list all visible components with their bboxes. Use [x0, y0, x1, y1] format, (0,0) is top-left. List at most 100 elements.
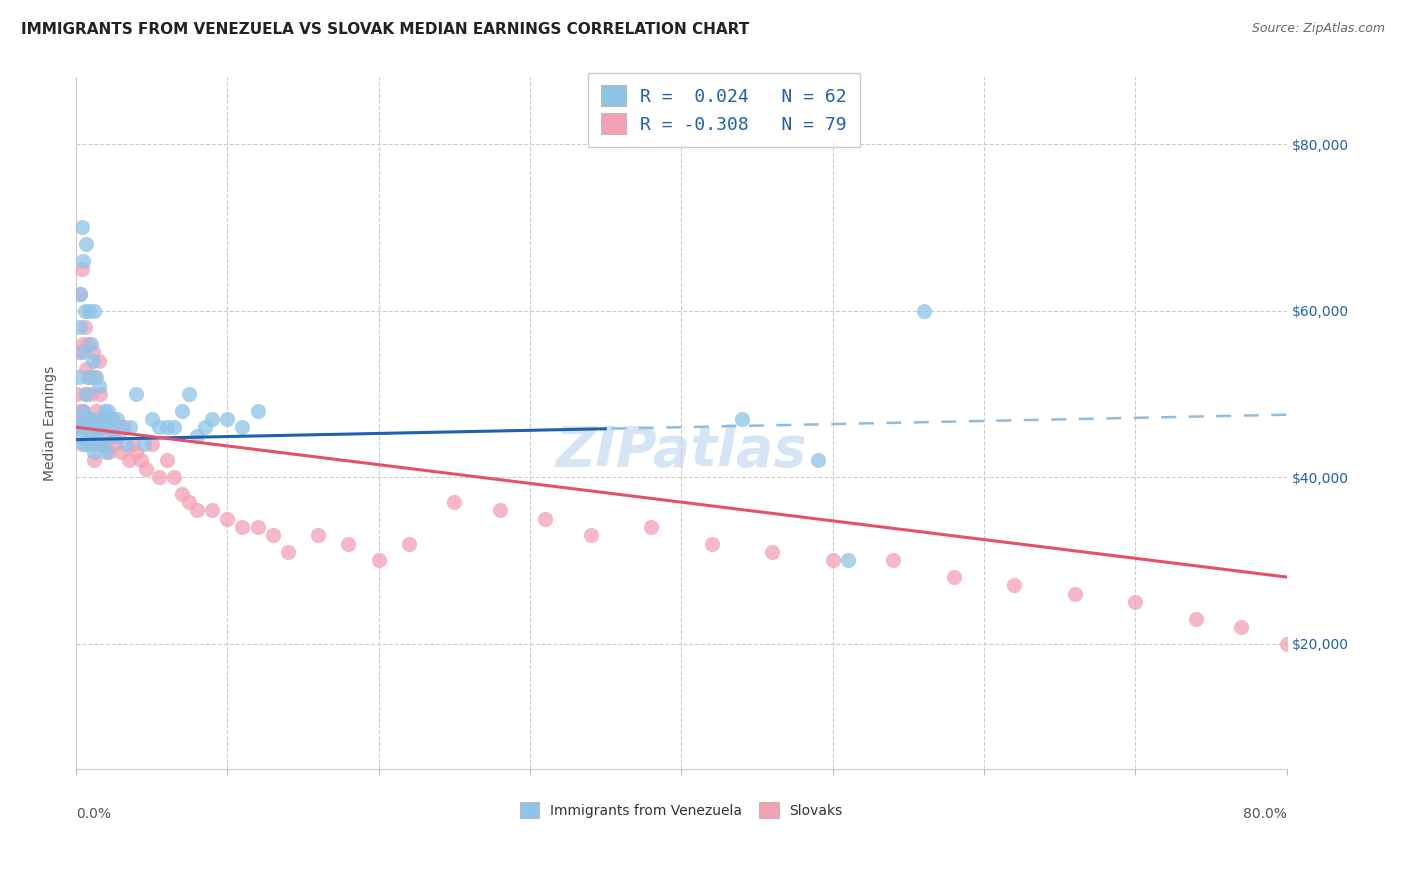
Point	[134, 462, 156, 476]
Point	[69, 403, 91, 417]
Point	[579, 528, 602, 542]
Point	[118, 453, 141, 467]
Point	[98, 445, 121, 459]
Point	[1185, 612, 1208, 626]
Point	[90, 420, 112, 434]
Point	[94, 428, 117, 442]
Point	[98, 420, 121, 434]
Point	[67, 420, 90, 434]
Point	[83, 453, 105, 467]
Point	[79, 370, 101, 384]
Point	[67, 370, 90, 384]
Point	[837, 553, 859, 567]
Point	[77, 428, 100, 442]
Point	[73, 437, 96, 451]
Point	[806, 453, 828, 467]
Point	[83, 303, 105, 318]
Point	[1275, 637, 1298, 651]
Point	[1002, 578, 1025, 592]
Point	[731, 412, 754, 426]
Point	[84, 370, 107, 384]
Point	[132, 437, 155, 451]
Point	[110, 420, 132, 434]
Point	[84, 403, 107, 417]
Point	[86, 420, 108, 434]
Point	[80, 337, 103, 351]
Point	[156, 453, 179, 467]
Point	[120, 420, 142, 434]
Point	[89, 387, 111, 401]
Point	[101, 412, 124, 426]
Point	[443, 495, 465, 509]
Text: 0.0%: 0.0%	[76, 806, 111, 821]
Point	[231, 420, 253, 434]
Point	[82, 345, 104, 359]
Point	[97, 420, 120, 434]
Point	[337, 537, 360, 551]
Point	[66, 387, 89, 401]
Text: Source: ZipAtlas.com: Source: ZipAtlas.com	[1251, 22, 1385, 36]
Point	[231, 520, 253, 534]
Point	[82, 420, 104, 434]
Point	[105, 412, 128, 426]
Text: IMMIGRANTS FROM VENEZUELA VS SLOVAK MEDIAN EARNINGS CORRELATION CHART: IMMIGRANTS FROM VENEZUELA VS SLOVAK MEDI…	[21, 22, 749, 37]
Point	[942, 570, 965, 584]
Point	[148, 470, 170, 484]
Point	[307, 528, 329, 542]
Point	[87, 353, 110, 368]
Point	[122, 437, 145, 451]
Point	[72, 337, 94, 351]
Point	[94, 445, 117, 459]
Point	[129, 453, 152, 467]
Point	[75, 387, 97, 401]
Point	[87, 437, 110, 451]
Point	[125, 445, 148, 459]
Point	[77, 370, 100, 384]
Point	[179, 387, 201, 401]
Point	[163, 470, 186, 484]
Point	[262, 528, 284, 542]
Point	[104, 437, 127, 451]
Point	[125, 387, 148, 401]
Point	[73, 420, 96, 434]
Point	[277, 545, 299, 559]
Point	[217, 412, 239, 426]
Point	[83, 445, 105, 459]
Point	[87, 378, 110, 392]
Point	[1125, 595, 1147, 609]
Point	[186, 428, 208, 442]
Point	[72, 345, 94, 359]
Text: 80.0%: 80.0%	[1243, 806, 1286, 821]
Point	[89, 412, 111, 426]
Point	[882, 553, 904, 567]
Point	[83, 370, 105, 384]
Point	[93, 403, 115, 417]
Point	[80, 412, 103, 426]
Point	[640, 520, 662, 534]
Point	[186, 503, 208, 517]
Point	[77, 437, 100, 451]
Point	[97, 403, 120, 417]
Point	[69, 287, 91, 301]
Point	[72, 403, 94, 417]
Point	[246, 403, 269, 417]
Point	[79, 412, 101, 426]
Point	[86, 420, 108, 434]
Point	[110, 445, 132, 459]
Point	[82, 420, 104, 434]
Point	[72, 403, 94, 417]
Point	[912, 303, 935, 318]
Legend: Immigrants from Venezuela, Slovaks: Immigrants from Venezuela, Slovaks	[515, 797, 848, 824]
Point	[67, 412, 90, 426]
Point	[69, 428, 91, 442]
Point	[700, 537, 723, 551]
Point	[488, 503, 510, 517]
Point	[70, 412, 93, 426]
Point	[170, 487, 193, 501]
Point	[179, 495, 201, 509]
Point	[398, 537, 420, 551]
Point	[1291, 645, 1313, 659]
Point	[114, 437, 136, 451]
Point	[69, 287, 91, 301]
Point	[66, 420, 89, 434]
